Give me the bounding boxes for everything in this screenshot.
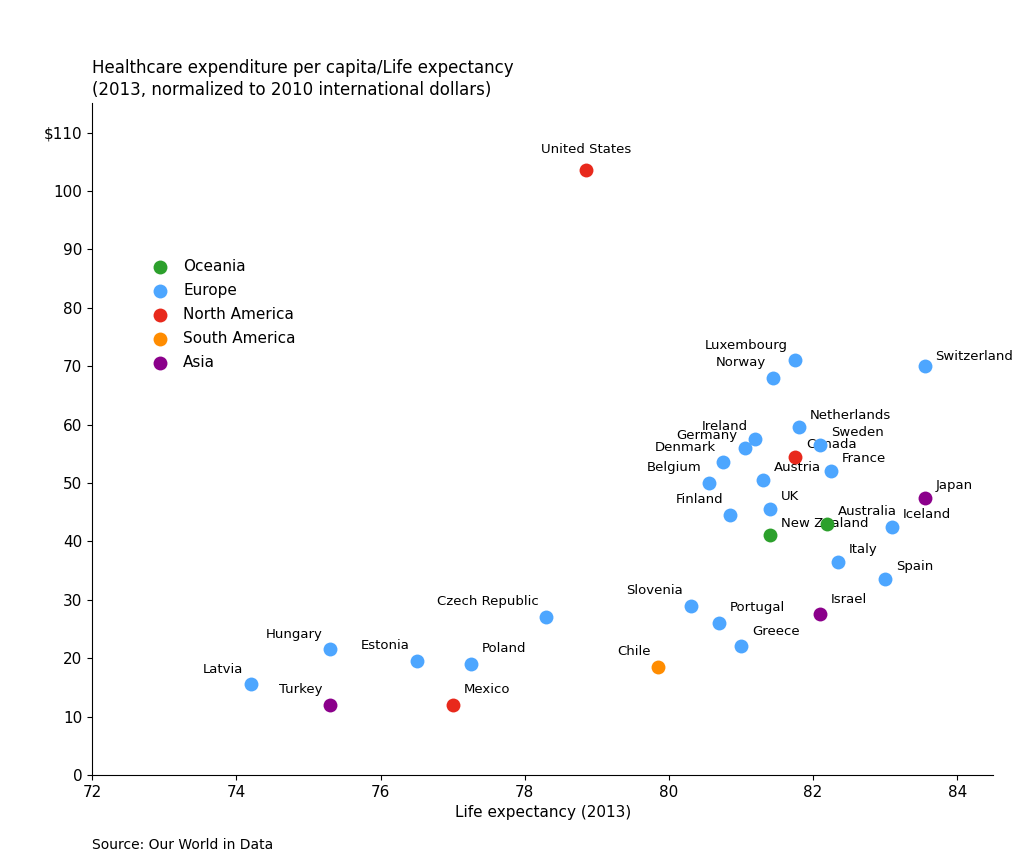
- Point: [755, 473, 771, 486]
- Point: [243, 678, 259, 691]
- Text: Switzerland: Switzerland: [936, 350, 1014, 363]
- Text: Turkey: Turkey: [280, 683, 323, 696]
- Point: [463, 657, 479, 671]
- Point: [322, 642, 338, 656]
- Text: Iceland: Iceland: [903, 508, 951, 521]
- Text: (2013, normalized to 2010 international dollars): (2013, normalized to 2010 international …: [92, 81, 492, 99]
- Point: [748, 432, 764, 446]
- Text: Germany: Germany: [676, 429, 737, 442]
- Point: [733, 640, 750, 653]
- Text: New Zealand: New Zealand: [780, 517, 868, 530]
- Text: Sweden: Sweden: [831, 426, 884, 439]
- Point: [711, 616, 727, 630]
- Text: United States: United States: [541, 143, 631, 156]
- Text: Australia: Australia: [839, 505, 897, 518]
- Point: [786, 449, 803, 463]
- Point: [786, 353, 803, 367]
- Text: Austria: Austria: [773, 461, 820, 474]
- Point: [884, 520, 900, 534]
- Point: [812, 438, 828, 452]
- Point: [700, 476, 717, 490]
- Point: [322, 698, 338, 712]
- Point: [916, 491, 933, 505]
- Text: Greece: Greece: [752, 625, 800, 638]
- Text: Luxembourg: Luxembourg: [705, 338, 787, 351]
- Point: [736, 441, 753, 455]
- Text: Canada: Canada: [806, 437, 856, 451]
- Point: [877, 573, 893, 586]
- Point: [762, 502, 778, 516]
- Text: Spain: Spain: [896, 561, 933, 573]
- Text: Denmark: Denmark: [654, 441, 716, 454]
- Text: Portugal: Portugal: [730, 601, 785, 614]
- Text: Source: Our World in Data: Source: Our World in Data: [92, 839, 273, 852]
- Point: [409, 654, 425, 668]
- X-axis label: Life expectancy (2013): Life expectancy (2013): [455, 805, 631, 821]
- Point: [578, 164, 594, 177]
- Point: [812, 607, 828, 621]
- Point: [722, 508, 738, 522]
- Text: Israel: Israel: [831, 592, 867, 605]
- Text: Czech Republic: Czech Republic: [437, 596, 539, 609]
- Text: Belgium: Belgium: [646, 461, 701, 474]
- Point: [830, 554, 847, 568]
- Point: [444, 698, 461, 712]
- Text: Chile: Chile: [617, 645, 651, 658]
- Text: Hungary: Hungary: [266, 628, 323, 641]
- Text: France: France: [842, 452, 886, 466]
- Point: [823, 464, 840, 478]
- Text: Finland: Finland: [675, 493, 723, 506]
- Point: [765, 371, 781, 385]
- Text: Netherlands: Netherlands: [809, 409, 891, 422]
- Text: Latvia: Latvia: [203, 663, 244, 676]
- Legend: Oceania, Europe, North America, South America, Asia: Oceania, Europe, North America, South Am…: [144, 258, 296, 370]
- Text: Italy: Italy: [849, 543, 878, 556]
- Text: Healthcare expenditure per capita/Life expectancy: Healthcare expenditure per capita/Life e…: [92, 59, 514, 77]
- Point: [762, 529, 778, 542]
- Point: [916, 359, 933, 373]
- Text: Mexico: Mexico: [464, 683, 510, 696]
- Point: [715, 455, 731, 469]
- Point: [682, 598, 698, 612]
- Point: [650, 660, 667, 674]
- Text: Japan: Japan: [936, 479, 973, 492]
- Text: Norway: Norway: [716, 356, 766, 369]
- Text: UK: UK: [780, 491, 799, 504]
- Point: [791, 420, 807, 434]
- Text: Slovenia: Slovenia: [627, 584, 683, 597]
- Text: Ireland: Ireland: [702, 420, 749, 433]
- Point: [539, 610, 555, 624]
- Point: [819, 517, 836, 530]
- Text: Estonia: Estonia: [360, 639, 410, 653]
- Text: Poland: Poland: [481, 642, 526, 655]
